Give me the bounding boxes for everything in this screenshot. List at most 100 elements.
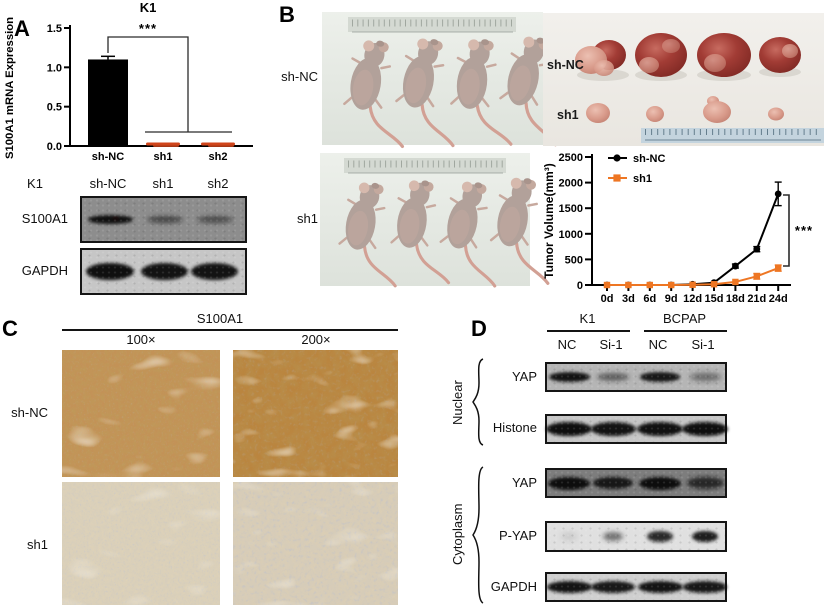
data-point (774, 190, 782, 198)
wb-d-lane-nc-2: NC (648, 337, 668, 352)
wb-image-gapdh-d (545, 572, 728, 602)
wb-a-row-label-gapdh: GAPDH (21, 263, 68, 278)
wb-d-row-label-yap-cyto: YAP (511, 475, 537, 490)
mice-photo-sh1 (320, 153, 567, 288)
legend-label: sh1 (633, 173, 652, 185)
panel-label-b: B (279, 2, 295, 27)
bar-chart-plot: 0.0 0.5 1.0 1.5 sh-NC sh1 sh2 (47, 23, 253, 163)
y-tick-label: 500 (565, 254, 583, 266)
wb-band (590, 422, 636, 436)
wb-a-cell-line: K1 (27, 176, 43, 191)
x-tick-label: sh2 (209, 151, 228, 163)
ruler (641, 128, 824, 143)
data-point (646, 281, 653, 289)
tumor-volume-line-chart: Tumor Volume(mm³) 0 500 1000 1500 2000 2500 0d… (542, 152, 813, 305)
ihc-header-s100a1: S100A1 (196, 311, 244, 326)
wb-band (692, 530, 718, 543)
x-tick-label: 9d (665, 293, 678, 305)
x-tick-label: 24d (769, 293, 788, 305)
wb-band (590, 581, 636, 593)
wb-band (639, 476, 681, 490)
legend-marker (613, 174, 621, 182)
line-chart-plot: 0 500 1000 1500 2000 2500 0d 3d 6d 9d 12d 15d 18d 21d… (559, 152, 791, 305)
wb-band (597, 373, 629, 381)
wb-image-gapdh-a (80, 248, 247, 295)
fraction-label-nuclear: Nuclear (450, 380, 465, 426)
data-point (689, 281, 696, 288)
y-tick-label: 1000 (559, 229, 583, 241)
wb-band (191, 262, 239, 281)
tumors-sh1 (586, 96, 784, 123)
y-tick-label: 2000 (559, 178, 583, 190)
legend-label: sh-NC (633, 153, 665, 165)
panel-label-d: D (471, 316, 487, 341)
near-zero-bar (208, 144, 234, 147)
x-tick-label: sh-NC (92, 151, 124, 163)
wb-band (548, 476, 590, 490)
wb-d-cellline-k1: K1 (579, 311, 596, 326)
data-point (732, 278, 739, 286)
wb-band (602, 531, 624, 542)
y-tick-label: 2500 (559, 152, 583, 164)
wb-band (546, 421, 592, 436)
wb-image-p-yap (545, 521, 727, 552)
x-tick-label: 21d (747, 293, 766, 305)
wb-band (637, 422, 683, 436)
bar-chart-y-axis-label: S100A1 mRNA Expression (4, 17, 16, 159)
significance-bracket-a (107, 36, 232, 133)
data-point (668, 281, 675, 289)
wb-a-lane-sh-nc: sh-NC (89, 176, 127, 191)
wb-d-cellline-bcpap: BCPAP (662, 311, 707, 326)
ihc-image-sh1-100x (62, 482, 220, 605)
data-point (732, 262, 739, 270)
mice-group-label-sh1: sh1 (297, 211, 318, 226)
data-point (603, 281, 611, 289)
panel-label-c: C (2, 316, 18, 341)
ihc-header-line (62, 329, 398, 331)
y-tick-label: 1500 (559, 203, 583, 215)
x-tick-label: 15d (705, 293, 724, 305)
fraction-label-cytoplasm: Cytoplasm (450, 503, 465, 565)
bar-chart-title: K1 (140, 0, 157, 15)
data-point (710, 281, 718, 288)
ihc-row-label-sh1: sh1 (27, 537, 48, 552)
y-tick-label: 0.5 (47, 102, 62, 114)
wb-band (561, 532, 577, 541)
significance-stars-b: *** (795, 223, 813, 238)
tumor-sh-nc-1 (575, 40, 626, 76)
wb-d-row-label-gapdh: GAPDH (490, 579, 537, 594)
near-zero-bar (153, 144, 179, 147)
wb-image-yap-nuclear (545, 362, 727, 392)
wb-band (593, 476, 633, 490)
ihc-image-sh-nc-100x (62, 350, 220, 477)
x-tick-label: 6d (643, 293, 656, 305)
y-tick-label: 0 (577, 280, 583, 292)
legend-marker (613, 154, 621, 162)
nuclear-brace (472, 358, 484, 446)
bcpap-underline (644, 330, 727, 332)
line-chart-axes (591, 154, 791, 286)
bar (88, 59, 128, 146)
k1-underline (547, 330, 630, 332)
y-tick-label: 1.0 (47, 62, 62, 74)
panel-label-a: A (14, 16, 30, 41)
wb-d-row-label-yap-nuclear: YAP (511, 369, 537, 384)
y-tick-label: 0.0 (47, 141, 62, 153)
mrna-bar-chart: K1 S100A1 mRNA Expression 0.0 0.5 1.0 1.5 sh… (4, 0, 253, 163)
tumor-sh-nc-4 (759, 37, 801, 73)
wb-band (146, 216, 184, 223)
x-tick-label: 18d (726, 293, 745, 305)
wb-a-lane-sh2: sh2 (207, 176, 229, 191)
wb-image-histone (545, 414, 728, 444)
x-tick-label: sh1 (154, 151, 173, 163)
tumor-sh-nc-2 (635, 33, 687, 77)
wb-band (546, 581, 592, 593)
wb-band (647, 530, 673, 543)
x-tick-label: 0d (601, 293, 614, 305)
ihc-image-sh-nc-200x (233, 350, 398, 477)
wb-band (686, 477, 724, 489)
wb-band (141, 262, 189, 281)
data-point (753, 245, 761, 253)
ihc-mag-200x: 200× (301, 332, 331, 347)
